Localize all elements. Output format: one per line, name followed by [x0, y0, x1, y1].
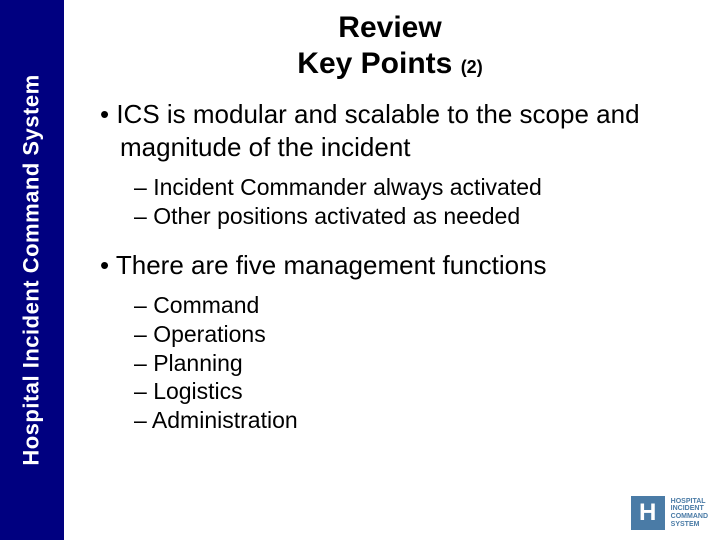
- bullet-2-sub-2: Operations: [134, 320, 700, 349]
- bullet-2-sub-3: Planning: [134, 349, 700, 378]
- bullet-2-sub-1: Command: [134, 291, 700, 320]
- title-suffix: (2): [461, 57, 483, 77]
- title-line2: Key Points: [297, 47, 452, 80]
- logo-icon: H: [631, 496, 665, 530]
- sidebar-title: Hospital Incident Command System: [19, 74, 45, 465]
- bullet-2-sub-5: Administration: [134, 406, 700, 435]
- logo-line4: SYSTEM: [671, 521, 700, 528]
- bullet-1: ICS is modular and scalable to the scope…: [100, 98, 700, 163]
- bullet-1-sub-1: Incident Commander always activated: [134, 173, 700, 202]
- bullet-1-sub-2: Other positions activated as needed: [134, 202, 700, 231]
- title-line1: Review: [338, 11, 441, 44]
- bullet-2: There are five management functions: [100, 249, 700, 282]
- logo: H HOSPITAL INCIDENT COMMAND SYSTEM: [631, 496, 708, 530]
- logo-line1: HOSPITAL: [671, 498, 706, 505]
- spacer: [80, 231, 700, 249]
- logo-line2: INCIDENT: [671, 505, 704, 512]
- slide-title: Review Key Points (2): [80, 10, 700, 82]
- logo-line3: COMMAND: [671, 513, 708, 520]
- bullet-2-sub-4: Logistics: [134, 377, 700, 406]
- sidebar-band: Hospital Incident Command System: [0, 0, 64, 540]
- logo-text: HOSPITAL INCIDENT COMMAND SYSTEM: [671, 498, 708, 529]
- slide-content: Review Key Points (2) ICS is modular and…: [80, 10, 700, 435]
